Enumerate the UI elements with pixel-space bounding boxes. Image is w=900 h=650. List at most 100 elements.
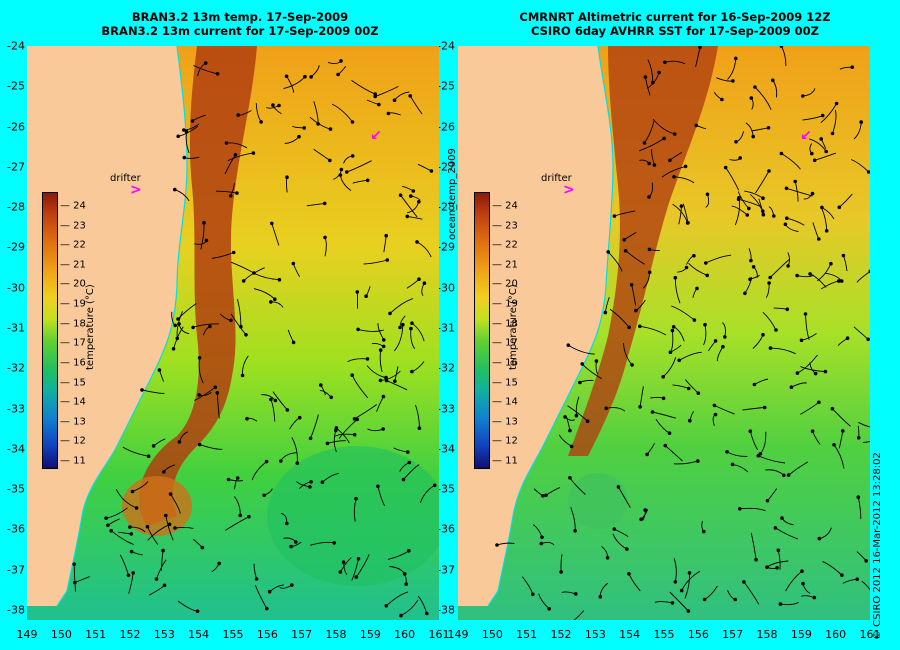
current-vector-head: [191, 325, 195, 330]
latitude-tick: -24: [7, 39, 25, 53]
current-vector-head: [696, 391, 701, 396]
current-vector: [165, 515, 174, 541]
current-vector-head: [224, 141, 229, 145]
current-vector-head: [645, 452, 649, 457]
current-vector: [607, 251, 623, 272]
colorbar-tick: — 13: [60, 416, 86, 428]
current-vector: [400, 194, 418, 218]
current-vector: [623, 343, 633, 366]
current-vector: [857, 497, 862, 520]
current-vector-head: [768, 346, 773, 350]
current-vector: [568, 344, 595, 355]
latitude-tick: -25: [7, 79, 25, 93]
current-vector: [639, 325, 667, 336]
current-vector-head: [182, 155, 187, 160]
current-vector-head: [541, 494, 545, 498]
colorbar-tick: — 23: [492, 220, 518, 232]
current-vector: [644, 120, 655, 144]
current-vector-head: [832, 443, 836, 447]
current-vector-head: [801, 94, 805, 98]
current-vector: [200, 222, 205, 250]
latitude-tick: -30: [437, 281, 455, 295]
current-vector-head: [612, 214, 617, 218]
current-vector-head: [319, 383, 323, 387]
current-vector: [662, 357, 677, 378]
current-vector-head: [630, 363, 634, 367]
current-vector: [856, 271, 870, 283]
current-vector-head: [812, 158, 817, 163]
right-title-line2: CSIRO 6day AVHRR SST for 17-Sep-2009 00Z: [530, 24, 820, 38]
current-vector-head: [836, 279, 841, 283]
current-vector-head: [409, 194, 413, 198]
current-vector-head: [364, 294, 368, 298]
current-vector-head: [779, 151, 784, 156]
colorbar-tick: — 21: [492, 259, 518, 271]
current-vector-head: [795, 273, 799, 278]
current-vector-head: [752, 382, 757, 387]
current-vector: [253, 288, 276, 300]
current-vector-head: [410, 321, 414, 326]
latitude-tick: -29: [7, 240, 25, 254]
current-vector-head: [273, 297, 277, 301]
current-vector: [673, 460, 698, 465]
current-vector-head: [670, 601, 675, 605]
east-australian-current: [568, 46, 718, 456]
current-vector-head: [190, 119, 195, 123]
current-vector: [538, 593, 550, 610]
current-vector: [797, 354, 818, 374]
current-vector-head: [684, 265, 689, 270]
current-vector-head: [309, 480, 313, 484]
current-vector: [788, 461, 809, 476]
coastline: [487, 46, 614, 607]
current-vector-head: [819, 137, 823, 141]
drifter-marker-left[interactable]: >: [130, 182, 142, 198]
current-vector-head: [712, 403, 717, 408]
eddy-feature: [568, 473, 628, 529]
current-vector-head: [705, 273, 709, 278]
current-vector-head: [289, 544, 293, 549]
current-vector: [403, 464, 420, 480]
current-vector-head: [702, 597, 707, 602]
current-vector-head: [381, 427, 386, 431]
current-vector-head: [417, 426, 422, 431]
current-vector-head: [661, 396, 666, 401]
current-vector-head: [803, 312, 808, 316]
current-vector-head: [730, 462, 735, 467]
current-vector-head: [761, 196, 765, 200]
current-vector-head: [817, 237, 821, 241]
current-vector: [775, 527, 799, 540]
latitude-tick: -34: [7, 442, 25, 456]
current-vector: [727, 58, 737, 80]
current-vector-head: [573, 529, 577, 533]
left-map-panel[interactable]: [27, 46, 439, 620]
current-vector-head: [795, 371, 800, 375]
current-vector: [336, 427, 350, 444]
current-vector: [832, 109, 837, 134]
current-vector: [310, 414, 319, 439]
current-vector-head: [605, 555, 610, 560]
current-vector-head: [285, 175, 289, 179]
current-vector: [357, 328, 385, 332]
drifter-marker-right[interactable]: >: [563, 182, 575, 198]
current-vector-head: [271, 103, 275, 107]
current-vector-head: [639, 517, 643, 522]
current-vector-head: [262, 493, 266, 498]
current-vector-head: [168, 492, 173, 496]
current-vector-head: [647, 195, 651, 199]
current-vector: [805, 313, 810, 340]
current-vector: [652, 118, 675, 135]
current-vector-head: [285, 521, 289, 526]
colorbar-tick: — 21: [60, 259, 86, 271]
current-vector-head: [404, 582, 409, 586]
current-vector-head: [834, 101, 839, 106]
current-vector: [725, 167, 740, 191]
current-vector-head: [341, 560, 346, 564]
current-vector: [681, 570, 701, 591]
current-vector-head: [177, 440, 182, 444]
current-vector-head: [762, 405, 767, 410]
current-vector-head: [720, 97, 724, 102]
current-vector-head: [151, 444, 156, 448]
current-vector: [822, 561, 843, 576]
right-map-panel[interactable]: [458, 46, 870, 620]
current-vector: [170, 493, 181, 514]
